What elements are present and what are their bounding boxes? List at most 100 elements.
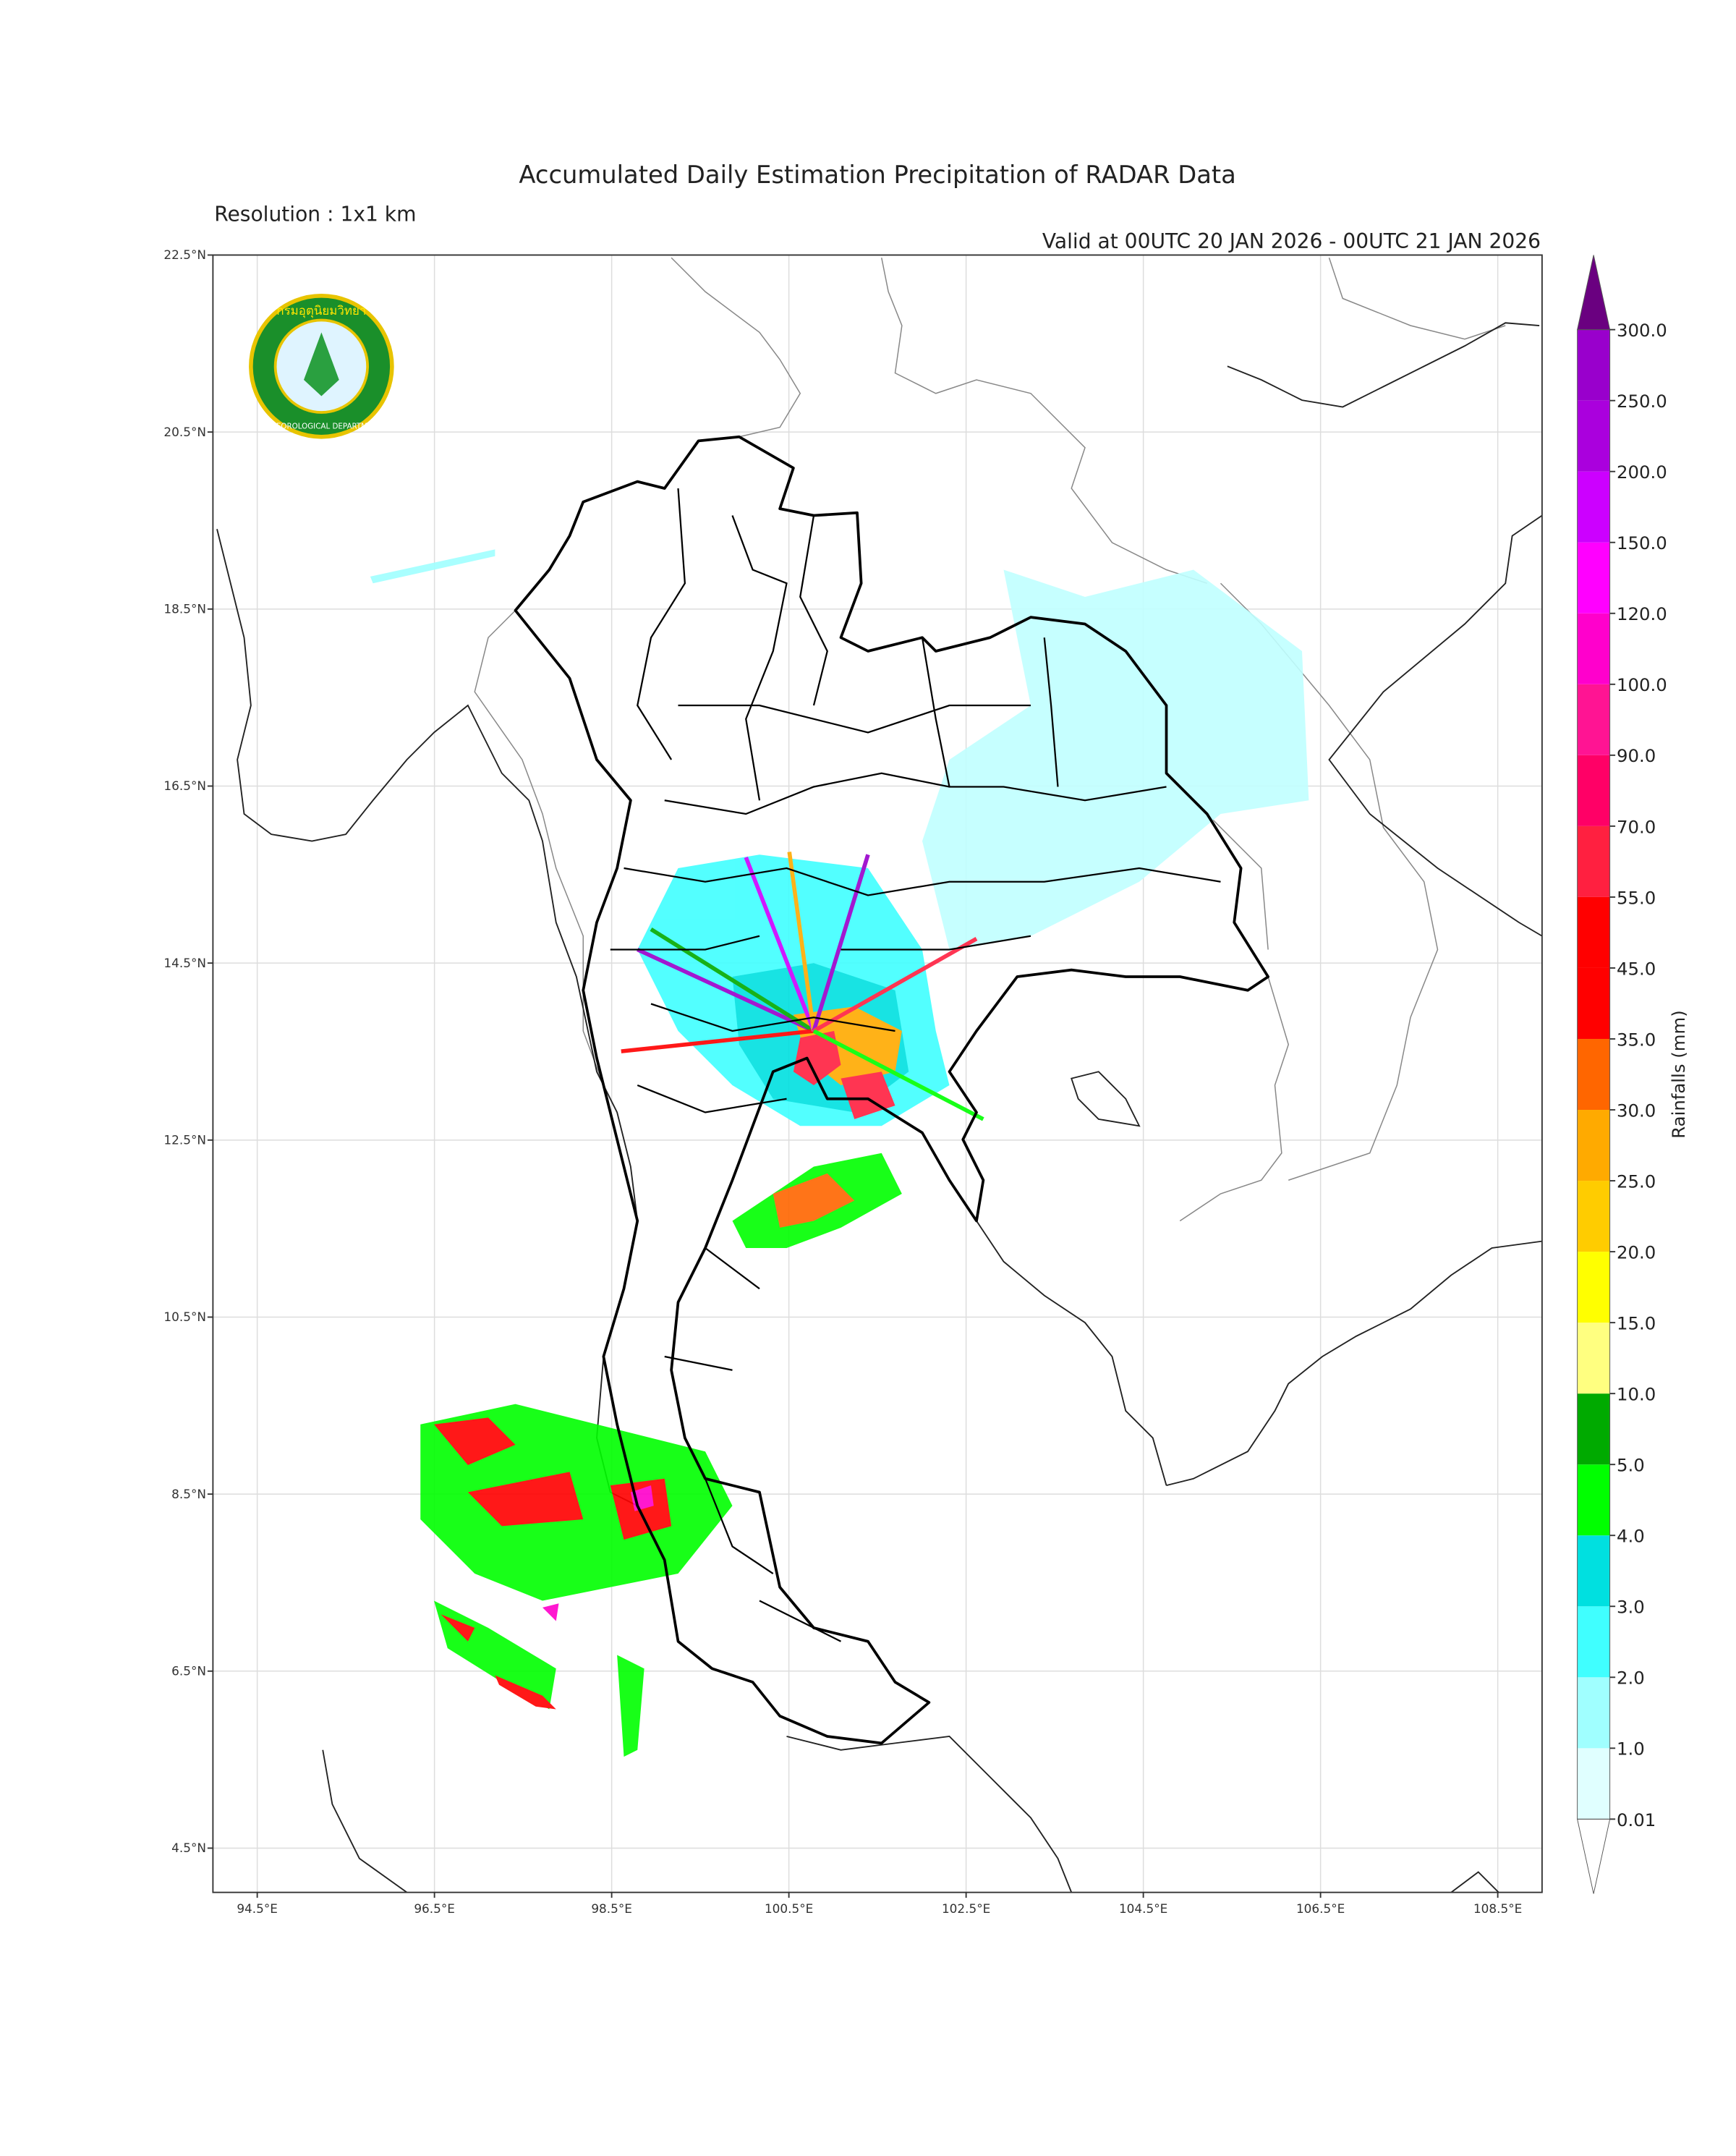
radar-ray	[621, 1029, 814, 1053]
radar-ray	[650, 927, 815, 1033]
colorbar-segment	[1577, 967, 1610, 1039]
resolution-label: Resolution : 1x1 km	[214, 203, 416, 226]
colorbar-tick-label: 120.0	[1617, 603, 1667, 624]
precip-area	[434, 1417, 672, 1540]
precipitation-field	[370, 549, 1309, 1757]
colorbar: 0.01 1.0 2.0 3.0 4.0 5.0 10.0 15.0 20.0 25.0 30.0 3…	[1577, 255, 1689, 1894]
precip-area	[922, 569, 1309, 950]
x-tick-label: 106.5°E	[1296, 1901, 1345, 1916]
plot-area: 94.5°E 96.5°E 98.5°E 100.5°E 102.5°E 104.5°E 1…	[163, 247, 1543, 1916]
valid-time: Valid at 00UTC 20 JAN 2026 - 00UTC 21 JA…	[1042, 229, 1541, 253]
colorbar-tick-label: 30.0	[1617, 1100, 1656, 1121]
precip-area	[773, 1173, 855, 1228]
x-tick-label: 98.5°E	[591, 1901, 632, 1916]
radar-ray	[812, 1029, 984, 1121]
colorbar-tick-label: 10.0	[1617, 1384, 1656, 1405]
x-tick-label: 102.5°E	[942, 1901, 990, 1916]
colorbar-tick-label: 0.01	[1617, 1809, 1656, 1830]
colorbar-tick-label: 100.0	[1617, 674, 1667, 695]
radar-ray	[812, 854, 870, 1032]
colorbar-segment	[1577, 1393, 1610, 1465]
coastline	[976, 322, 1543, 1487]
logo-figure	[304, 332, 339, 396]
colorbar-segment	[1577, 1181, 1610, 1252]
radar-ray	[812, 937, 978, 1033]
x-tick-label: 100.5°E	[765, 1901, 813, 1916]
colorbar-segment	[1577, 542, 1610, 614]
colorbar-extend-max	[1577, 255, 1611, 331]
colorbar-segment	[1577, 1535, 1610, 1607]
colorbar-tick-label: 55.0	[1617, 887, 1656, 908]
map-title: Accumulated Daily Estimation Precipitati…	[519, 161, 1235, 189]
x-tick-label: 108.5°E	[1473, 1901, 1522, 1916]
colorbar-extend-min	[1577, 1818, 1611, 1894]
colorbar-tick-label: 15.0	[1617, 1313, 1656, 1334]
colorbar-segment	[1577, 826, 1610, 897]
colorbar-tick-label: 1.0	[1617, 1739, 1645, 1760]
colorbar-segment	[1577, 684, 1610, 755]
precip-area	[370, 549, 495, 584]
colorbar-tick-label: 2.0	[1617, 1668, 1645, 1689]
colorbar-label: Rainfalls (mm)	[1668, 1010, 1689, 1138]
coastline	[322, 1071, 1499, 1893]
colorbar-tick-label: 90.0	[1617, 745, 1656, 766]
colorbar-tick-label: 70.0	[1617, 816, 1656, 837]
colorbar-segment	[1577, 896, 1610, 968]
colorbar-segment	[1577, 755, 1610, 826]
y-tick-label: 6.5°N	[171, 1663, 206, 1678]
axis-ticks: 94.5°E 96.5°E 98.5°E 100.5°E 102.5°E 104.5°E 1…	[163, 247, 1522, 1916]
y-tick-label: 10.5°N	[163, 1310, 206, 1324]
colorbar-segment	[1577, 613, 1610, 684]
y-tick-label: 22.5°N	[163, 247, 206, 262]
colorbar-segment	[1577, 400, 1610, 472]
x-tick-label: 104.5°E	[1119, 1901, 1167, 1916]
colorbar-segment	[1577, 1606, 1610, 1678]
colorbar-tick-label: 45.0	[1617, 958, 1656, 979]
colorbar-frame	[1577, 329, 1611, 1820]
colorbar-tick-label: 250.0	[1617, 391, 1667, 412]
border-line	[671, 257, 1506, 1222]
colorbar-tick-label: 150.0	[1617, 532, 1667, 553]
colorbar-tick-label: 200.0	[1617, 462, 1667, 483]
y-tick-label: 16.5°N	[163, 778, 206, 793]
colorbar-tick-label: 35.0	[1617, 1029, 1656, 1050]
radar-rays	[621, 852, 984, 1121]
border-line	[474, 610, 605, 1086]
colorbar-segment	[1577, 1323, 1610, 1394]
colorbar-segment	[1577, 1464, 1610, 1536]
precip-area	[542, 1485, 654, 1621]
province-borders	[610, 488, 1221, 1642]
y-tick-label: 8.5°N	[171, 1487, 206, 1501]
colorbar-tick-label: 300.0	[1617, 320, 1667, 341]
plot-frame	[212, 254, 1543, 1893]
colorbar-tick-label: 5.0	[1617, 1455, 1645, 1476]
colorbar-segment	[1577, 471, 1610, 543]
x-tick-label: 96.5°E	[414, 1901, 455, 1916]
colorbar-tick-label: 4.0	[1617, 1526, 1645, 1547]
country-borders	[474, 257, 1506, 1222]
colorbar-segment	[1577, 329, 1610, 401]
y-tick-label: 14.5°N	[163, 956, 206, 970]
radar-ray	[637, 947, 815, 1033]
logo: กรมอุตุนิยมวิทยา METEOROLOGICAL DEPARTME…	[249, 293, 394, 439]
colorbar-tick-label: 20.0	[1617, 1242, 1656, 1262]
logo-english-text: METEOROLOGICAL DEPARTMENT	[260, 423, 383, 431]
y-tick-label: 18.5°N	[163, 601, 206, 616]
thailand-boundary	[514, 435, 1269, 1745]
colorbar-segment	[1577, 1038, 1610, 1111]
precip-area	[434, 1600, 644, 1757]
colorbar-segment	[1577, 1748, 1610, 1820]
radar-ray	[744, 856, 816, 1032]
colorbar-segment	[1577, 1677, 1610, 1749]
precip-area	[793, 1031, 895, 1119]
colorbar-tick-label: 3.0	[1617, 1597, 1645, 1618]
precip-area	[441, 1614, 556, 1710]
radar-ray	[787, 852, 816, 1032]
y-tick-label: 20.5°N	[163, 425, 206, 439]
y-tick-label: 4.5°N	[171, 1841, 206, 1855]
y-tick-label: 12.5°N	[163, 1132, 206, 1147]
colorbar-segment	[1577, 1110, 1610, 1181]
grid	[213, 254, 1542, 1893]
